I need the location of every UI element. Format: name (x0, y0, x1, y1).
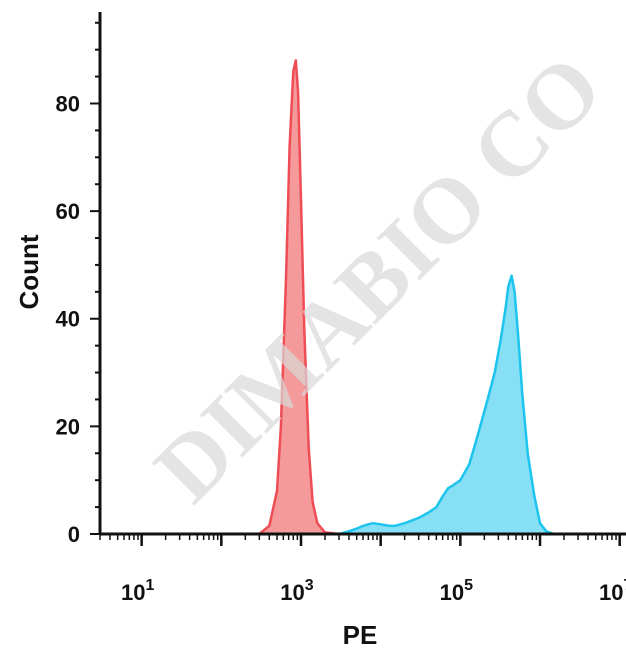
y-tick-label: 60 (56, 199, 80, 224)
x-tick-label: 101 (121, 577, 154, 605)
series-1-line (100, 274, 626, 536)
series-1-area (100, 275, 626, 534)
x-tick-label: 103 (280, 577, 313, 605)
x-axis-label: PE (343, 620, 378, 650)
x-tick-label: 105 (440, 577, 473, 605)
y-axis-label: Count (14, 234, 44, 309)
y-tick-label: 40 (56, 307, 80, 332)
x-tick-label: 107 (599, 577, 626, 605)
y-tick-label: 20 (56, 414, 80, 439)
y-tick-label: 80 (56, 91, 80, 116)
axes-layer: 0 20 40 60 80 101 103 105 107 (56, 12, 626, 605)
y-tick-label: 0 (68, 522, 80, 547)
watermark-text: DIMABIO CO (135, 35, 621, 521)
series-0-line (100, 59, 626, 536)
series-layer (100, 59, 626, 536)
